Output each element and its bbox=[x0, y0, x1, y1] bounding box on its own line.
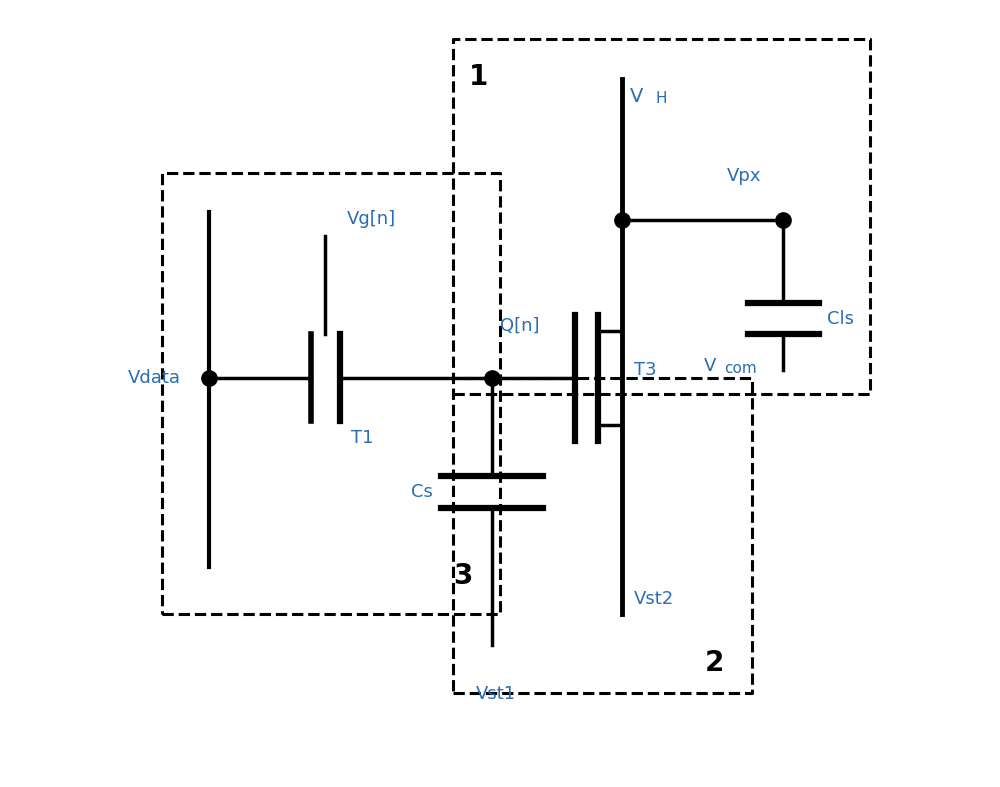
Text: Vdata: Vdata bbox=[128, 369, 181, 386]
Text: Vg[n]: Vg[n] bbox=[347, 210, 396, 228]
Text: Cls: Cls bbox=[827, 310, 854, 327]
Text: Vst2: Vst2 bbox=[634, 590, 674, 608]
Text: V: V bbox=[630, 87, 643, 105]
Text: V: V bbox=[704, 357, 716, 375]
Text: com: com bbox=[724, 360, 757, 376]
Text: T3: T3 bbox=[634, 361, 656, 379]
Text: Vst1: Vst1 bbox=[476, 685, 516, 703]
Text: H: H bbox=[655, 91, 667, 105]
Text: Q[n]: Q[n] bbox=[500, 316, 540, 334]
Text: 2: 2 bbox=[705, 648, 724, 677]
Text: Cs: Cs bbox=[411, 483, 433, 501]
Text: T1: T1 bbox=[351, 429, 374, 447]
Text: 3: 3 bbox=[453, 562, 472, 590]
Text: Vpx: Vpx bbox=[727, 167, 761, 185]
Text: 1: 1 bbox=[469, 63, 488, 91]
